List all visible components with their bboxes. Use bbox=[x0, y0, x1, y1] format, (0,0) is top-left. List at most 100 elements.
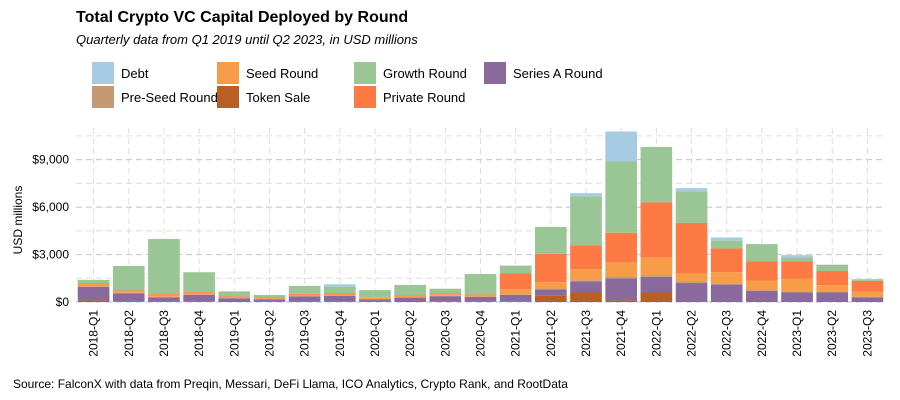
bar-segment-growth-round bbox=[746, 244, 778, 262]
bar-segment-debt bbox=[570, 193, 602, 197]
legend-label: Growth Round bbox=[383, 65, 467, 81]
bar-segment-private-round bbox=[253, 297, 286, 299]
bars bbox=[77, 131, 884, 302]
bar-segment-private-round bbox=[781, 261, 813, 279]
bar-segment-private-round bbox=[851, 280, 884, 292]
x-tick-label: 2020-Q3 bbox=[438, 310, 452, 357]
bar-segment-growth-round bbox=[218, 291, 251, 297]
bar-segment-pre-seed-round bbox=[781, 291, 813, 293]
bar-segment-private-round bbox=[218, 296, 251, 297]
x-tick-label: 2020-Q4 bbox=[474, 310, 488, 357]
bar-segment-seed-round bbox=[570, 269, 602, 281]
x-tick-label: 2019-Q4 bbox=[333, 310, 347, 357]
bar-segment-seed-round bbox=[112, 291, 145, 293]
bar-segment-pre-seed-round bbox=[77, 286, 110, 287]
bar-segment-seed-round bbox=[464, 295, 497, 297]
x-tick-label: 2020-Q1 bbox=[368, 310, 382, 357]
chart-subtitle: Quarterly data from Q1 2019 until Q2 202… bbox=[76, 32, 418, 47]
bar-segment-token-sale bbox=[499, 301, 532, 302]
bar-segment-series-a-round bbox=[218, 298, 251, 302]
x-tick-label: 2019-Q2 bbox=[262, 310, 276, 357]
bar-segment-private-round bbox=[148, 293, 180, 295]
bar-segment-private-round bbox=[605, 232, 638, 263]
bar-segment-private-round bbox=[675, 222, 708, 274]
bar-segment-pre-seed-round bbox=[535, 288, 567, 290]
bar-segment-series-a-round bbox=[570, 281, 602, 293]
bar-segment-pre-seed-round bbox=[851, 296, 884, 298]
bar-segment-token-sale bbox=[535, 295, 567, 302]
bar-segment-series-a-round bbox=[781, 292, 813, 302]
bar-segment-token-sale bbox=[148, 301, 180, 302]
legend-label: Token Sale bbox=[246, 89, 311, 105]
bar-segment-private-round bbox=[710, 248, 743, 273]
bar-segment-private-round bbox=[77, 283, 110, 284]
bar-segment-token-sale bbox=[77, 300, 110, 302]
bar-segment-growth-round bbox=[429, 288, 462, 294]
bar-segment-growth-round bbox=[183, 272, 215, 293]
y-tick-label: $3,000 bbox=[32, 248, 69, 262]
x-tick-label: 2018-Q3 bbox=[157, 310, 171, 357]
bar-segment-growth-round bbox=[253, 295, 286, 298]
legend-item: Pre-Seed Round bbox=[92, 86, 218, 108]
bar-segment-token-sale bbox=[640, 292, 673, 302]
bar-segment-token-sale bbox=[605, 300, 638, 302]
bar-segment-series-a-round bbox=[183, 294, 215, 302]
bar-segment-pre-seed-round bbox=[746, 289, 778, 291]
bar-segment-pre-seed-round bbox=[816, 291, 849, 293]
bar-segment-pre-seed-round bbox=[640, 275, 673, 277]
bar-segment-growth-round bbox=[851, 279, 884, 281]
bar-segment-series-a-round bbox=[288, 296, 321, 302]
legend-label: Private Round bbox=[383, 89, 466, 105]
bar-segment-series-a-round bbox=[394, 297, 426, 302]
x-tick-label: 2021-Q3 bbox=[579, 310, 593, 357]
bar-segment-growth-round bbox=[570, 196, 602, 246]
legend-swatch bbox=[217, 86, 239, 108]
bar-segment-growth-round bbox=[112, 265, 145, 291]
bar-segment-seed-round bbox=[675, 273, 708, 282]
bar-segment-debt bbox=[781, 255, 813, 258]
bar-segment-series-a-round bbox=[535, 289, 567, 296]
x-tick-label: 2022-Q1 bbox=[649, 310, 663, 357]
bar-segment-series-a-round bbox=[851, 297, 884, 302]
bar-segment-seed-round bbox=[253, 298, 286, 299]
x-tick-label: 2018-Q1 bbox=[87, 310, 101, 357]
bar-segment-private-round bbox=[640, 202, 673, 258]
legend-label: Seed Round bbox=[246, 65, 319, 81]
bar-segment-seed-round bbox=[288, 294, 321, 297]
bar-segment-private-round bbox=[746, 261, 778, 281]
bar-segment-private-round bbox=[288, 293, 321, 295]
x-tick-label: 2023-Q1 bbox=[790, 310, 804, 357]
bar-segment-series-a-round bbox=[710, 284, 743, 302]
chart-caption: Source: FalconX with data from Preqin, M… bbox=[13, 377, 568, 391]
bar-segment-seed-round bbox=[359, 297, 391, 299]
bar-segment-token-sale bbox=[323, 301, 356, 302]
legend: Debt Pre-Seed Round Seed Round Token Sale Gr… bbox=[92, 62, 612, 112]
bar-segment-series-a-round bbox=[359, 299, 391, 302]
bar-segment-seed-round bbox=[183, 292, 215, 295]
x-tick-label: 2018-Q2 bbox=[122, 310, 136, 357]
bar-segment-seed-round bbox=[218, 296, 251, 299]
bar-segment-series-a-round bbox=[77, 286, 110, 301]
bar-segment-growth-round bbox=[675, 191, 708, 223]
legend-item: Growth Round bbox=[354, 62, 467, 84]
legend-label: Pre-Seed Round bbox=[121, 89, 218, 105]
bar-segment-token-sale bbox=[570, 292, 602, 302]
bar-segment-token-sale bbox=[112, 301, 145, 302]
bar-segment-growth-round bbox=[605, 161, 638, 233]
bar-segment-private-round bbox=[394, 295, 426, 296]
legend-swatch bbox=[484, 62, 506, 84]
x-tick-label: 2021-Q1 bbox=[509, 310, 523, 357]
bar-segment-debt bbox=[323, 284, 356, 287]
bar-segment-pre-seed-round bbox=[605, 277, 638, 279]
legend-label: Series A Round bbox=[513, 65, 603, 81]
bar-segment-growth-round bbox=[394, 284, 426, 296]
legend-swatch bbox=[354, 62, 376, 84]
bar-segment-pre-seed-round bbox=[675, 281, 708, 284]
bar-segment-growth-round bbox=[710, 240, 743, 249]
bar-segment-growth-round bbox=[77, 279, 110, 284]
bar-segment-seed-round bbox=[605, 262, 638, 278]
bar-segment-growth-round bbox=[359, 290, 391, 298]
x-tick-label: 2022-Q2 bbox=[685, 310, 699, 357]
